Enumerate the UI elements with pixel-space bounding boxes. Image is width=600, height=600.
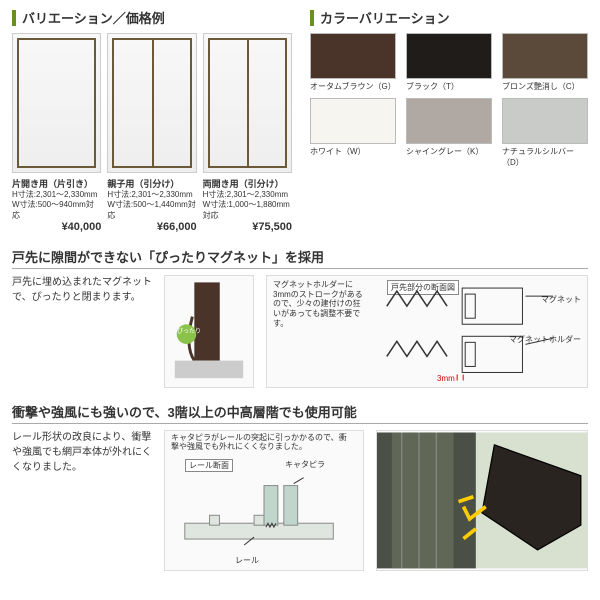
door-spec: H寸法:2,301～2,330mm [107,190,196,200]
door-thumbnail [203,33,292,173]
feature-illustration-door: ぴったり [164,275,254,388]
color-grid: オータムブラウン（G） ブラック（T） ブロンズ艶消し（C） ホワイト（W） シ… [310,33,588,168]
color-label: シャイングレー（K） [406,146,492,157]
color-swatch [406,98,492,144]
color-swatch [310,33,396,79]
color-title: カラーバリエーション [320,8,450,27]
color-item: ブロンズ艶消し（C） [502,33,588,92]
door-title: 両開き用（引分け） [203,177,292,190]
door-item: 両開き用（引分け） H寸法:2,301～2,330mm W寸法:1,000～1,… [203,33,292,233]
door-spec: H寸法:2,301～2,330mm [12,190,101,200]
feature-title: 衝撃や強風にも強いので、3階以上の中高層階でも使用可能 [12,402,588,424]
heading-bar [310,10,314,26]
color-item: ナチュラルシルバー（D） [502,98,588,168]
door-price: ¥40,000 [12,221,101,233]
color-label: ブラック（T） [406,81,492,92]
color-swatch [502,98,588,144]
door-title: 片開き用（片引き） [12,177,101,190]
door-spec: W寸法:1,000～1,880mm対応 [203,200,292,221]
feature-text: 戸先に埋め込まれたマグネットで、ぴったりと閉まります。 [12,275,152,388]
feature-section-magnet: 戸先に隙間ができない「ぴったりマグネット」を採用 戸先に埋め込まれたマグネットで… [12,247,588,388]
color-label: ブロンズ艶消し（C） [502,81,588,92]
feature-title: 戸先に隙間ができない「ぴったりマグネット」を採用 [12,247,588,269]
door-spec: W寸法:500～940mm対応 [12,200,101,221]
variation-heading: バリエーション／価格例 [12,8,292,27]
color-label: ホワイト（W） [310,146,396,157]
door-price: ¥66,000 [107,221,196,233]
door-grid: 片開き用（片引き） H寸法:2,301～2,330mm W寸法:500～940m… [12,33,292,233]
door-thumbnail [107,33,196,173]
variation-title: バリエーション／価格例 [22,8,165,27]
color-item: ブラック（T） [406,33,492,92]
color-swatch [310,98,396,144]
door-title: 親子用（引分け） [107,177,196,190]
feature-text: レール形状の改良により、衝撃や強風でも網戸本体が外れにくくなりました。 [12,430,152,571]
color-swatch [406,33,492,79]
feature-diagram-magnet: マグネットホルダーに3mmのストロークがあるので、少々の建付けの狂いがあっても調… [266,275,588,388]
color-heading: カラーバリエーション [310,8,588,27]
door-spec: W寸法:500～1,440mm対応 [107,200,196,221]
color-label: ナチュラルシルバー（D） [502,146,588,168]
color-item: ホワイト（W） [310,98,396,168]
door-item: 片開き用（片引き） H寸法:2,301～2,330mm W寸法:500～940m… [12,33,101,233]
door-item: 親子用（引分け） H寸法:2,301～2,330mm W寸法:500～1,440… [107,33,196,233]
color-swatch [502,33,588,79]
heading-bar [12,10,16,26]
door-price: ¥75,500 [203,221,292,233]
feature-illustration-kick [376,430,588,571]
color-item: シャイングレー（K） [406,98,492,168]
badge-label: ぴったり [177,326,201,335]
door-thumbnail [12,33,101,173]
color-item: オータムブラウン（G） [310,33,396,92]
color-label: オータムブラウン（G） [310,81,396,92]
feature-section-rail: 衝撃や強風にも強いので、3階以上の中高層階でも使用可能 レール形状の改良により、… [12,402,588,571]
variation-section: バリエーション／価格例 片開き用（片引き） H寸法:2,301～2,330mm … [12,8,292,233]
feature-diagram-rail: キャタピラがレールの突起に引っかかるので、衝撃や強風でも外れにくくなりました。 … [164,430,364,571]
door-spec: H寸法:2,301～2,330mm [203,190,292,200]
color-section: カラーバリエーション オータムブラウン（G） ブラック（T） ブロンズ艶消し（C… [310,8,588,233]
